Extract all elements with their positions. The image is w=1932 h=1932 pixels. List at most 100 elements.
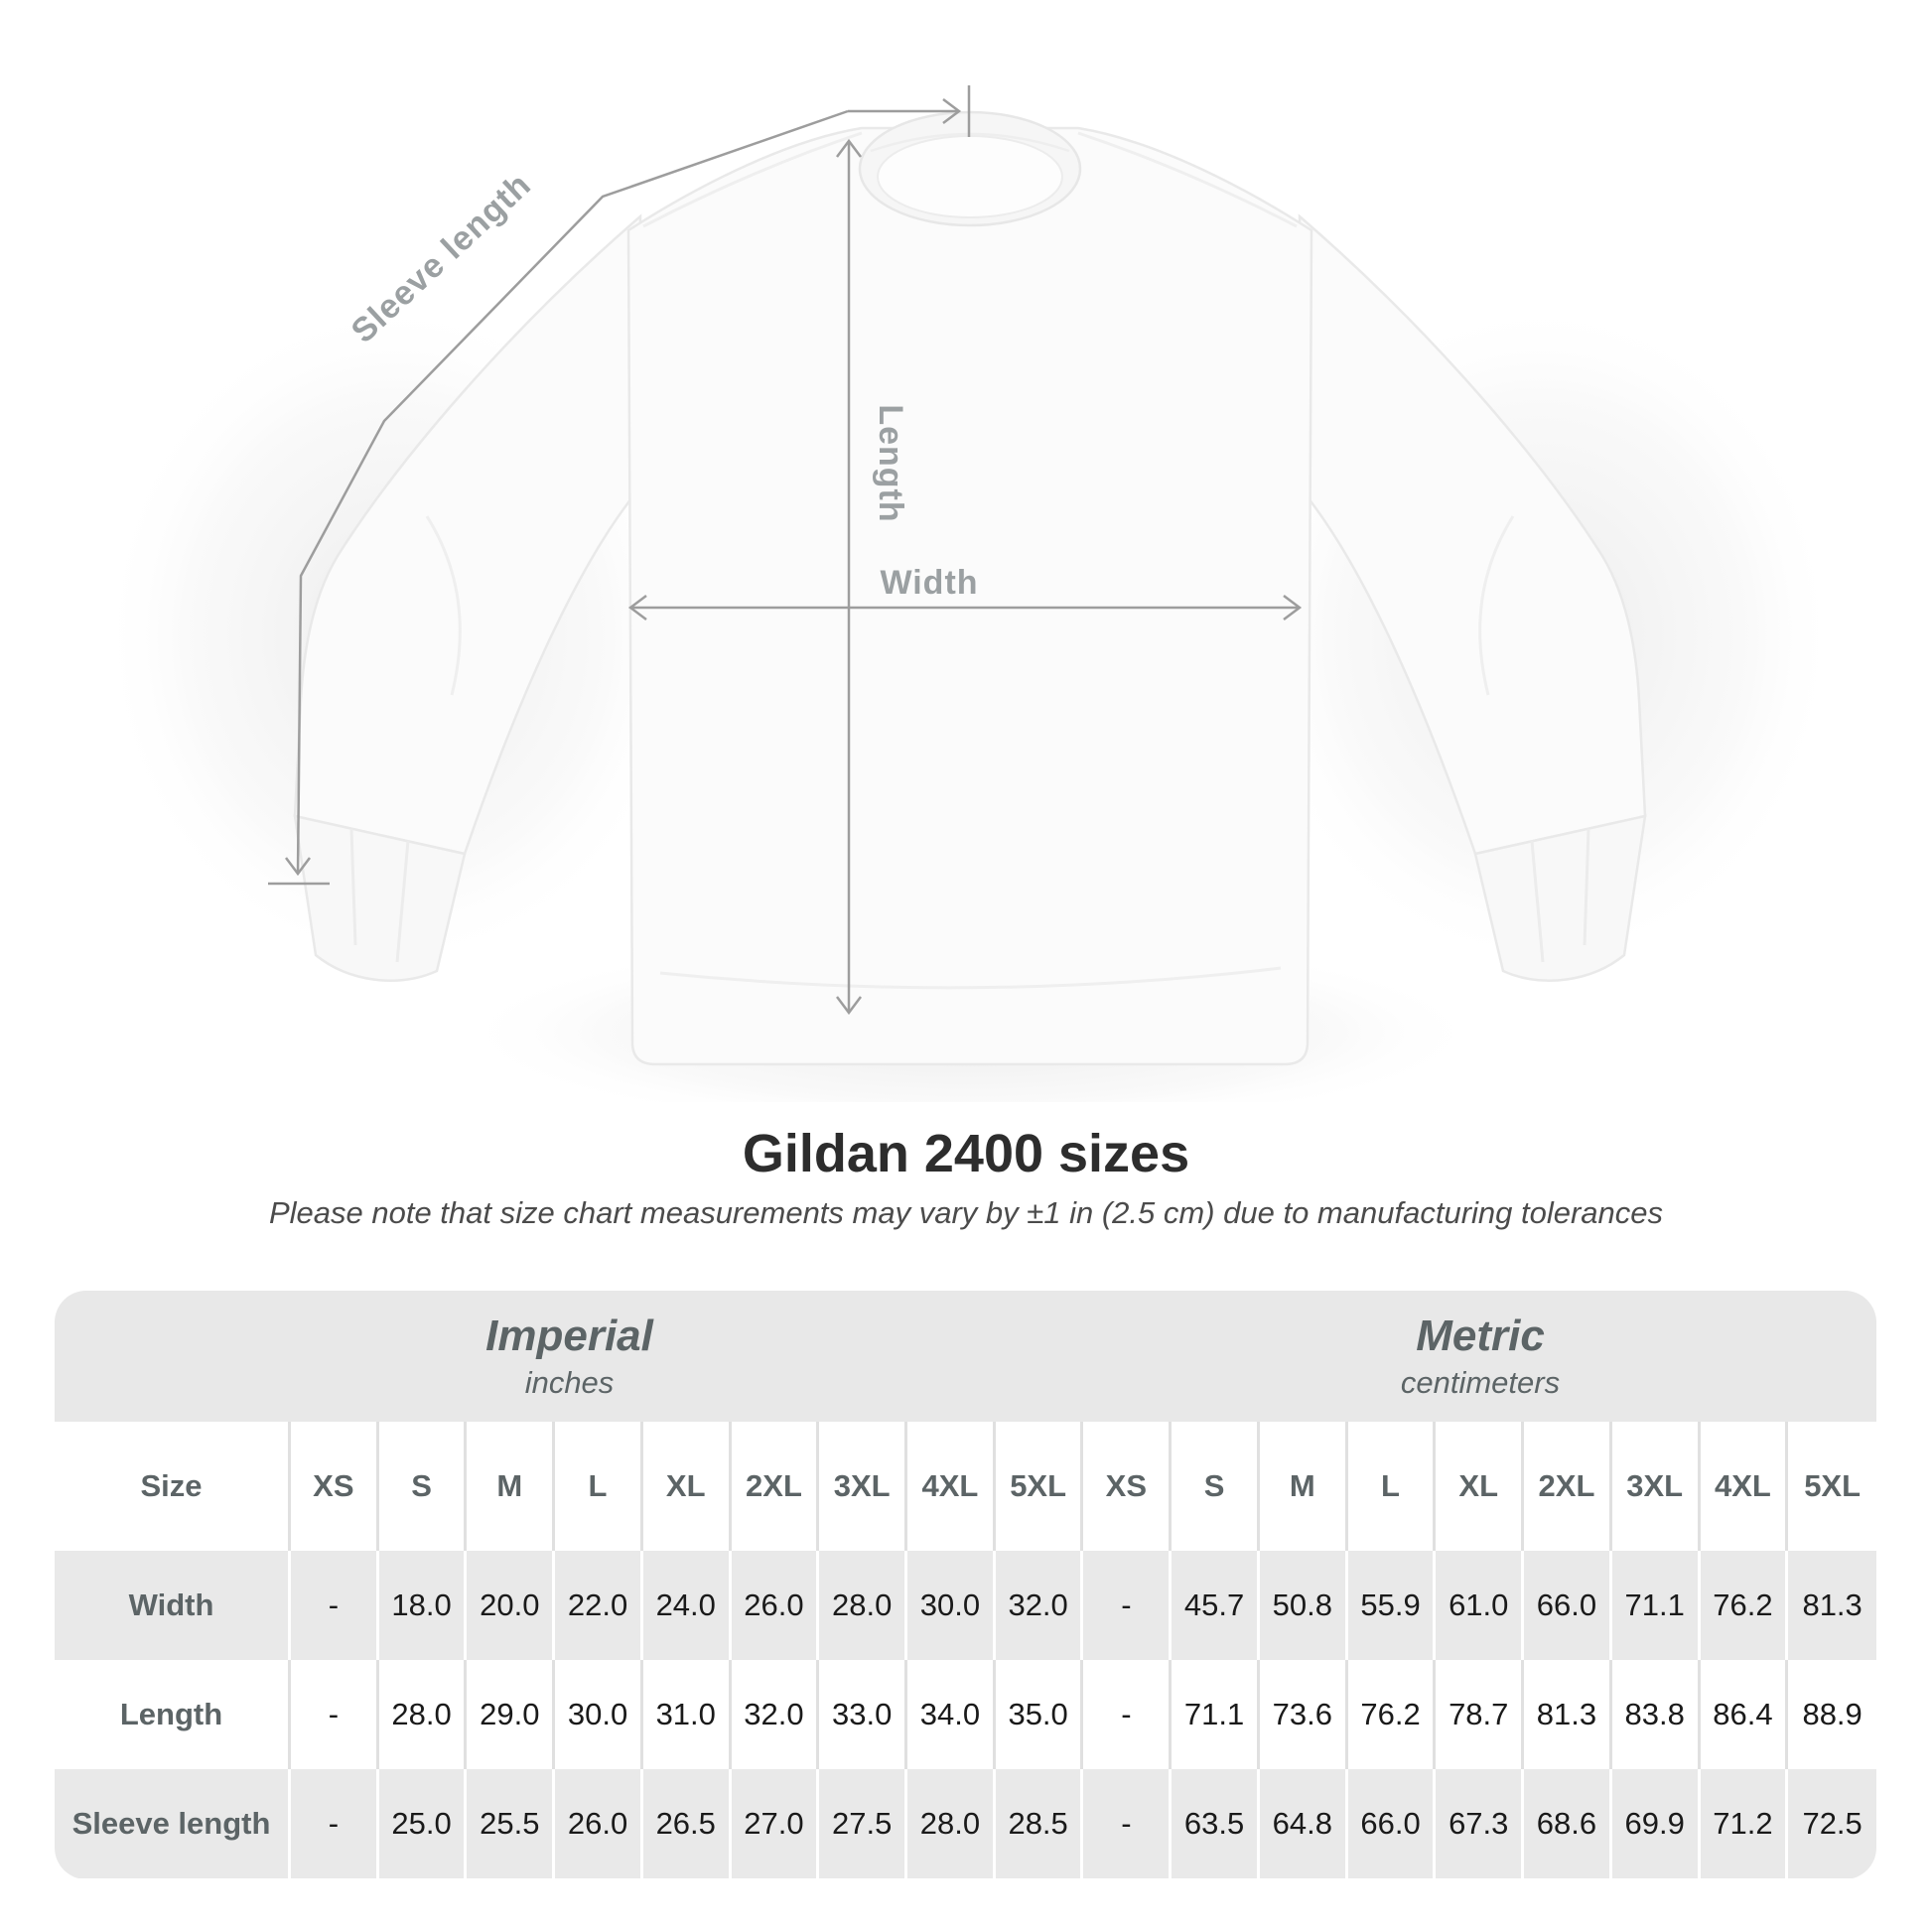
size-grid: Size XS S M L XL 2XL 3XL 4XL 5XL XS S M L XL 2XL 3XL 4XL 5… — [55, 1422, 1876, 1878]
right-cuff — [1473, 814, 1647, 982]
measurement-value-metric: 83.8 — [1612, 1660, 1701, 1769]
unit-group-metric: Metric centimeters — [1084, 1291, 1876, 1422]
measurement-value-imperial: 25.0 — [379, 1769, 468, 1878]
width-measure — [627, 595, 1303, 621]
row-label: Length — [55, 1660, 291, 1769]
right-sleeve — [1298, 213, 1647, 856]
measurement-value-metric: 86.4 — [1701, 1660, 1789, 1769]
size-col-header-imperial: 3XL — [819, 1422, 908, 1551]
unit-group-imperial: Imperial inches — [55, 1291, 1084, 1422]
size-col-header-imperial: S — [379, 1422, 468, 1551]
measurement-value-imperial: 32.0 — [732, 1660, 820, 1769]
sleeve-length-down-arrowhead — [285, 857, 311, 877]
left-cuff — [293, 814, 467, 982]
length-label: Length — [872, 404, 909, 522]
size-col-header-imperial: L — [555, 1422, 643, 1551]
shirt-sleeves — [293, 213, 1647, 982]
size-col-header-imperial: M — [467, 1422, 556, 1551]
measurement-value-metric: 45.7 — [1172, 1551, 1260, 1660]
size-col-header-metric: L — [1348, 1422, 1437, 1551]
table-row: Width -18.0 20.0 22.0 24.0 26.0 28.0 30.0 32.0-4… — [55, 1551, 1876, 1660]
unit-band: Imperial inches Metric centimeters — [55, 1291, 1876, 1422]
size-table: Imperial inches Metric centimeters Size X… — [55, 1291, 1876, 1879]
measurement-value-imperial: 22.0 — [555, 1551, 643, 1660]
shirt-body — [626, 126, 1313, 1066]
size-col-header-metric: XL — [1436, 1422, 1525, 1551]
size-col-header-metric: 3XL — [1612, 1422, 1701, 1551]
shirt-diagram: Sleeve length Length Width — [99, 85, 1839, 1102]
measurement-value-metric: - — [1083, 1551, 1173, 1660]
measurement-value-metric: 69.9 — [1612, 1769, 1701, 1878]
width-label: Width — [880, 564, 978, 602]
measurement-value-imperial: 24.0 — [643, 1551, 732, 1660]
size-col-header-metric: S — [1172, 1422, 1260, 1551]
size-col-header-metric: M — [1260, 1422, 1348, 1551]
measurement-value-metric: 81.3 — [1524, 1660, 1612, 1769]
measurement-value-metric: 55.9 — [1348, 1551, 1437, 1660]
measurement-value-imperial: 27.0 — [732, 1769, 820, 1878]
length-down-arrowhead — [836, 996, 862, 1016]
size-col-header-metric: 2XL — [1524, 1422, 1612, 1551]
sleeve-length-right-arrowhead — [942, 98, 962, 124]
measurement-value-metric: 63.5 — [1172, 1769, 1260, 1878]
measurement-value-metric: 50.8 — [1260, 1551, 1348, 1660]
sleeve-length-measure — [268, 85, 971, 886]
measurement-value-imperial: 18.0 — [379, 1551, 468, 1660]
size-col-header-metric: XS — [1083, 1422, 1173, 1551]
size-corner-label: Size — [55, 1422, 291, 1551]
size-col-header-imperial: 5XL — [996, 1422, 1084, 1551]
measurement-value-metric: 73.6 — [1260, 1660, 1348, 1769]
measurement-value-imperial: 26.5 — [643, 1769, 732, 1878]
measurement-value-imperial: 28.5 — [996, 1769, 1084, 1878]
measurement-value-imperial: 20.0 — [467, 1551, 556, 1660]
table-row: Sleeve length -25.0 25.5 26.0 26.5 27.0 27.5 28… — [55, 1769, 1876, 1878]
size-col-header-metric: 4XL — [1701, 1422, 1789, 1551]
measurement-value-metric: 76.2 — [1701, 1551, 1789, 1660]
sleeve-length-polyline — [296, 109, 849, 875]
size-col-header-imperial: 4XL — [907, 1422, 996, 1551]
cuff-ribs — [349, 828, 1590, 963]
row-label: Width — [55, 1551, 291, 1660]
measurement-value-imperial: 28.0 — [379, 1660, 468, 1769]
row-label: Sleeve length — [55, 1769, 291, 1878]
measurement-value-metric: 81.3 — [1802, 1587, 1863, 1622]
measurement-value-metric: - — [1083, 1660, 1173, 1769]
measurement-value-metric: 67.3 — [1436, 1769, 1525, 1878]
measurement-value-metric: 71.1 — [1172, 1660, 1260, 1769]
shirt-collar — [858, 110, 1082, 227]
measurement-value-imperial: 26.0 — [732, 1551, 820, 1660]
measurement-value-imperial: - — [291, 1660, 379, 1769]
metric-unit-label: centimeters — [1400, 1365, 1561, 1400]
imperial-unit-label: inches — [524, 1365, 615, 1400]
measurement-value-imperial: - — [291, 1769, 379, 1878]
measurement-value-imperial: 32.0 — [996, 1551, 1084, 1660]
measurement-value-imperial: 30.0 — [555, 1660, 643, 1769]
width-left-arrowhead — [627, 595, 647, 621]
measurement-value-metric: 88.9 — [1802, 1697, 1863, 1731]
measurement-value-imperial: 27.5 — [819, 1769, 908, 1878]
measurement-value-imperial: 35.0 — [996, 1660, 1084, 1769]
length-measure — [836, 138, 862, 1016]
measurement-value-metric: 66.0 — [1348, 1769, 1437, 1878]
measurement-value-imperial: 26.0 — [555, 1769, 643, 1878]
metric-system-label: Metric — [1416, 1311, 1545, 1360]
measurement-value-imperial: 25.5 — [467, 1769, 556, 1878]
length-up-arrowhead — [836, 138, 862, 158]
measurement-value-metric: 61.0 — [1436, 1551, 1525, 1660]
measurement-value-imperial: 33.0 — [819, 1660, 908, 1769]
measurement-value-metric: 71.2 — [1701, 1769, 1789, 1878]
width-right-arrowhead — [1283, 595, 1303, 621]
size-col-header-imperial: XL — [643, 1422, 732, 1551]
measurement-value-metric: 64.8 — [1260, 1769, 1348, 1878]
measurement-value-metric: 68.6 — [1524, 1769, 1612, 1878]
size-header-row: Size XS S M L XL 2XL 3XL 4XL 5XL XS S M L XL 2XL 3XL 4XL 5… — [55, 1422, 1876, 1551]
imperial-system-label: Imperial — [485, 1311, 653, 1360]
size-col-header-imperial: XS — [291, 1422, 379, 1551]
left-sleeve — [293, 213, 642, 856]
measurement-value-imperial: 28.0 — [907, 1769, 996, 1878]
measurement-value-imperial: - — [291, 1551, 379, 1660]
size-col-header-metric: 5XL — [1804, 1468, 1862, 1503]
measurement-value-imperial: 30.0 — [907, 1551, 996, 1660]
size-col-header-imperial: 2XL — [732, 1422, 820, 1551]
